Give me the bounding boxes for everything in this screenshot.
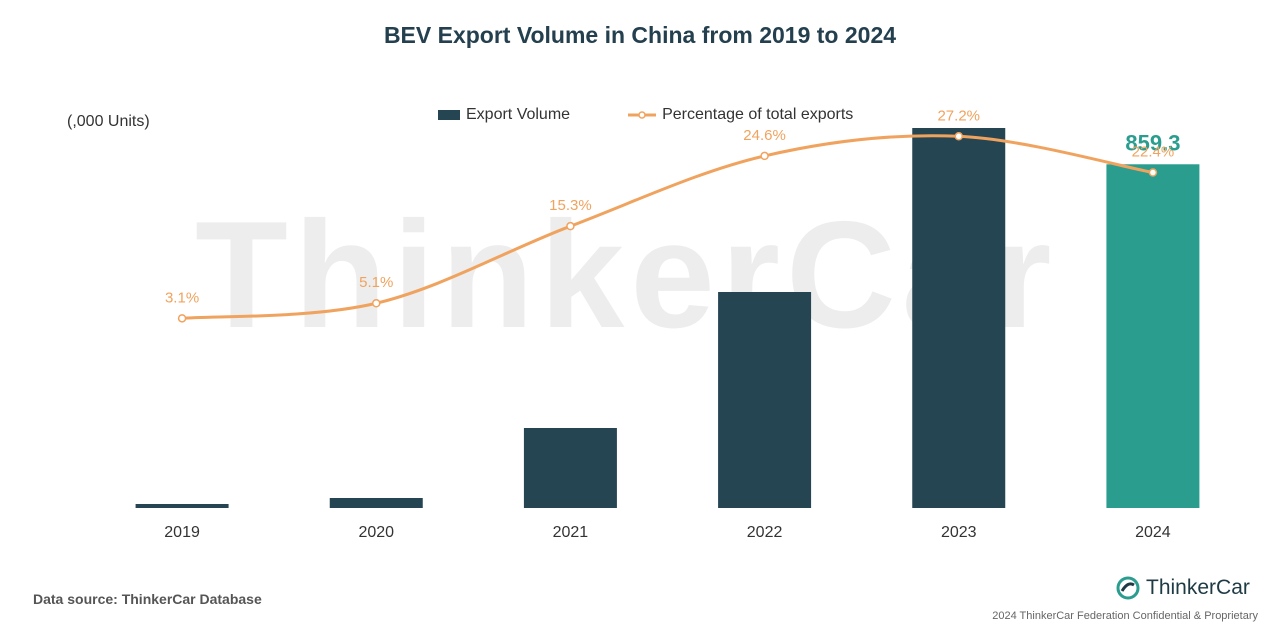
bar-2020	[329, 498, 423, 508]
line-point-2019	[177, 314, 187, 323]
x-tick-label-2023: 2023	[941, 524, 977, 541]
line-value-label-2020: 5.1%	[359, 274, 393, 291]
bar-2021	[523, 428, 617, 508]
bar-2024	[1106, 164, 1200, 508]
line-point-2020	[372, 298, 381, 308]
bar-2023	[912, 128, 1006, 508]
x-tick-label-2021: 2021	[553, 524, 589, 541]
line-point-2021	[566, 221, 575, 231]
line-value-label-2019: 3.1%	[165, 289, 199, 306]
x-tick-label-2020: 2020	[358, 524, 394, 541]
line-value-label-2022: 24.6%	[743, 127, 786, 144]
percentage-line	[181, 134, 1154, 320]
legend-swatch-line	[628, 111, 657, 119]
x-tick-label-2019: 2019	[164, 524, 200, 541]
line-value-label-2024: 22.4%	[1132, 144, 1175, 161]
bar-2019	[135, 504, 229, 508]
x-tick-label-2022: 2022	[747, 524, 783, 541]
line-point-2024	[1148, 168, 1158, 177]
data-source: Data source: ThinkerCar Database	[33, 591, 262, 607]
line-point-2022	[760, 151, 769, 161]
chart-title: BEV Export Volume in China from 2019 to …	[383, 22, 897, 48]
thinkercar-logo-icon	[1116, 576, 1140, 600]
legend-label-percentage: Percentage of total exports	[662, 106, 854, 123]
legend-label-volume: Export Volume	[466, 106, 571, 123]
line-value-label-2023: 27.2%	[937, 107, 980, 124]
y-axis-unit-label: (,000 Units)	[67, 113, 150, 130]
bar-2022	[718, 292, 812, 508]
bar-value-label-2024: 859.3	[1125, 130, 1180, 155]
brand: ThinkerCar	[1116, 576, 1250, 600]
legend: Export Volume Percentage of total export…	[438, 104, 853, 126]
line-point-2023	[954, 132, 963, 141]
line-value-label-2021: 15.3%	[549, 197, 592, 214]
legend-item-percentage: Percentage of total exports	[628, 106, 853, 124]
x-tick-label-2024: 2024	[1135, 524, 1171, 541]
legend-item-volume: Export Volume	[438, 106, 570, 124]
brand-name: ThinkerCar	[1146, 576, 1250, 599]
legend-swatch-bar	[438, 110, 460, 120]
footer-confidential: 2024 ThinkerCar Federation Confidential …	[992, 610, 1258, 622]
